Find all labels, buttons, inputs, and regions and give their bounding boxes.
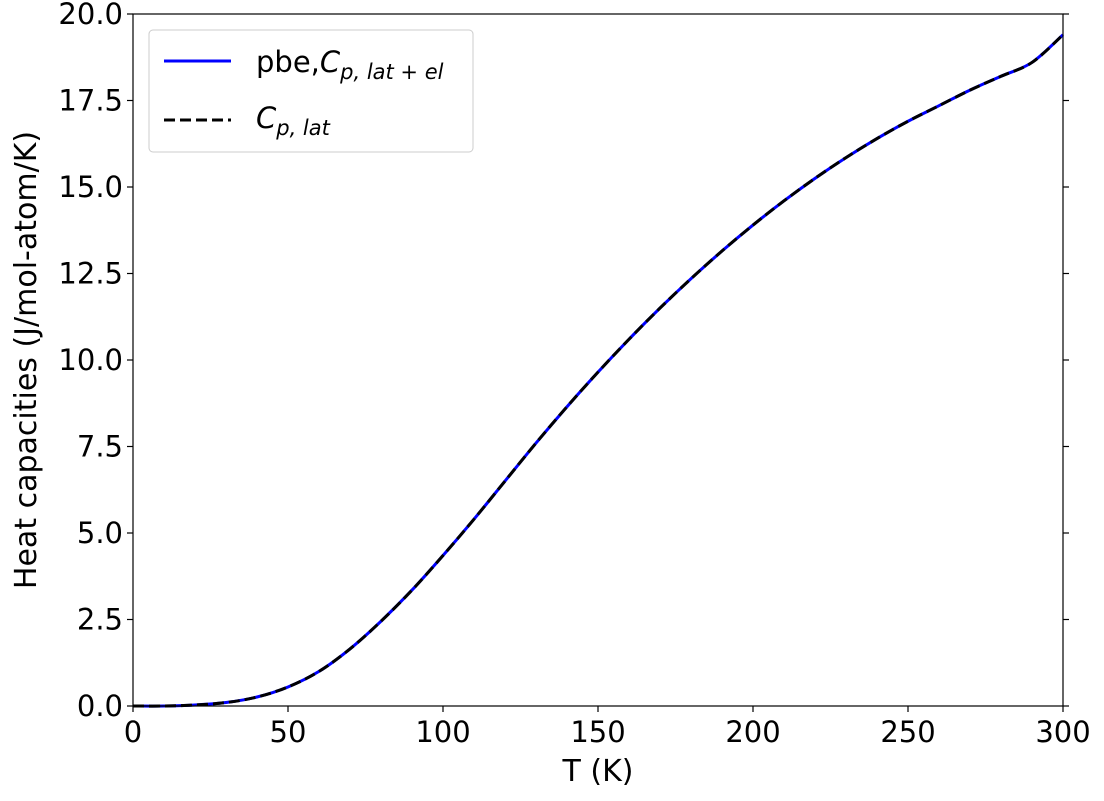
ticks-layer: 0 50 100 150 200 250 300 0.0 2.5 5.0 7.5 10.0 12.5 15… [58,0,1090,749]
series-layer [132,33,1065,708]
x-tick-label: 0 [124,715,142,749]
y-tick-label: 12.5 [58,257,123,291]
series-line-cplat [132,33,1065,708]
y-tick-label: 7.5 [77,430,123,464]
legend-label-pbe: pbe,Cp, lat + el [256,45,444,84]
x-tick-label: 200 [725,715,780,749]
legend-label-cplat: Cp, lat [256,101,331,140]
y-tick-label: 0.0 [77,689,123,723]
legend-label-cplat-var: C [256,101,277,135]
legend-label-pbe-sub: p, lat + el [339,60,443,84]
x-tick-label: 100 [415,715,470,749]
x-tick-label: 50 [270,715,307,749]
y-axis-label: Heat capacities (J/mol-atom/K) [9,131,44,589]
legend-label-pbe-prefix: pbe, [256,45,320,79]
x-tick-label: 150 [570,715,625,749]
y-tick-label: 20.0 [58,0,123,31]
y-tick-label: 2.5 [77,603,123,637]
x-axis-label: T (K) [562,754,634,789]
x-tick-label: 300 [1035,715,1090,749]
y-tick-label: 15.0 [58,170,123,204]
plot-frame [132,13,1064,707]
legend-label-pbe-var: C [320,45,341,79]
legend: pbe,Cp, lat + el Cp, lat [148,29,474,153]
y-tick-label: 17.5 [58,84,123,118]
legend-label-cplat-sub: p, lat [275,116,330,140]
y-tick-label: 5.0 [77,516,123,550]
x-tick-label: 250 [880,715,935,749]
y-tick-label: 10.0 [58,343,123,377]
